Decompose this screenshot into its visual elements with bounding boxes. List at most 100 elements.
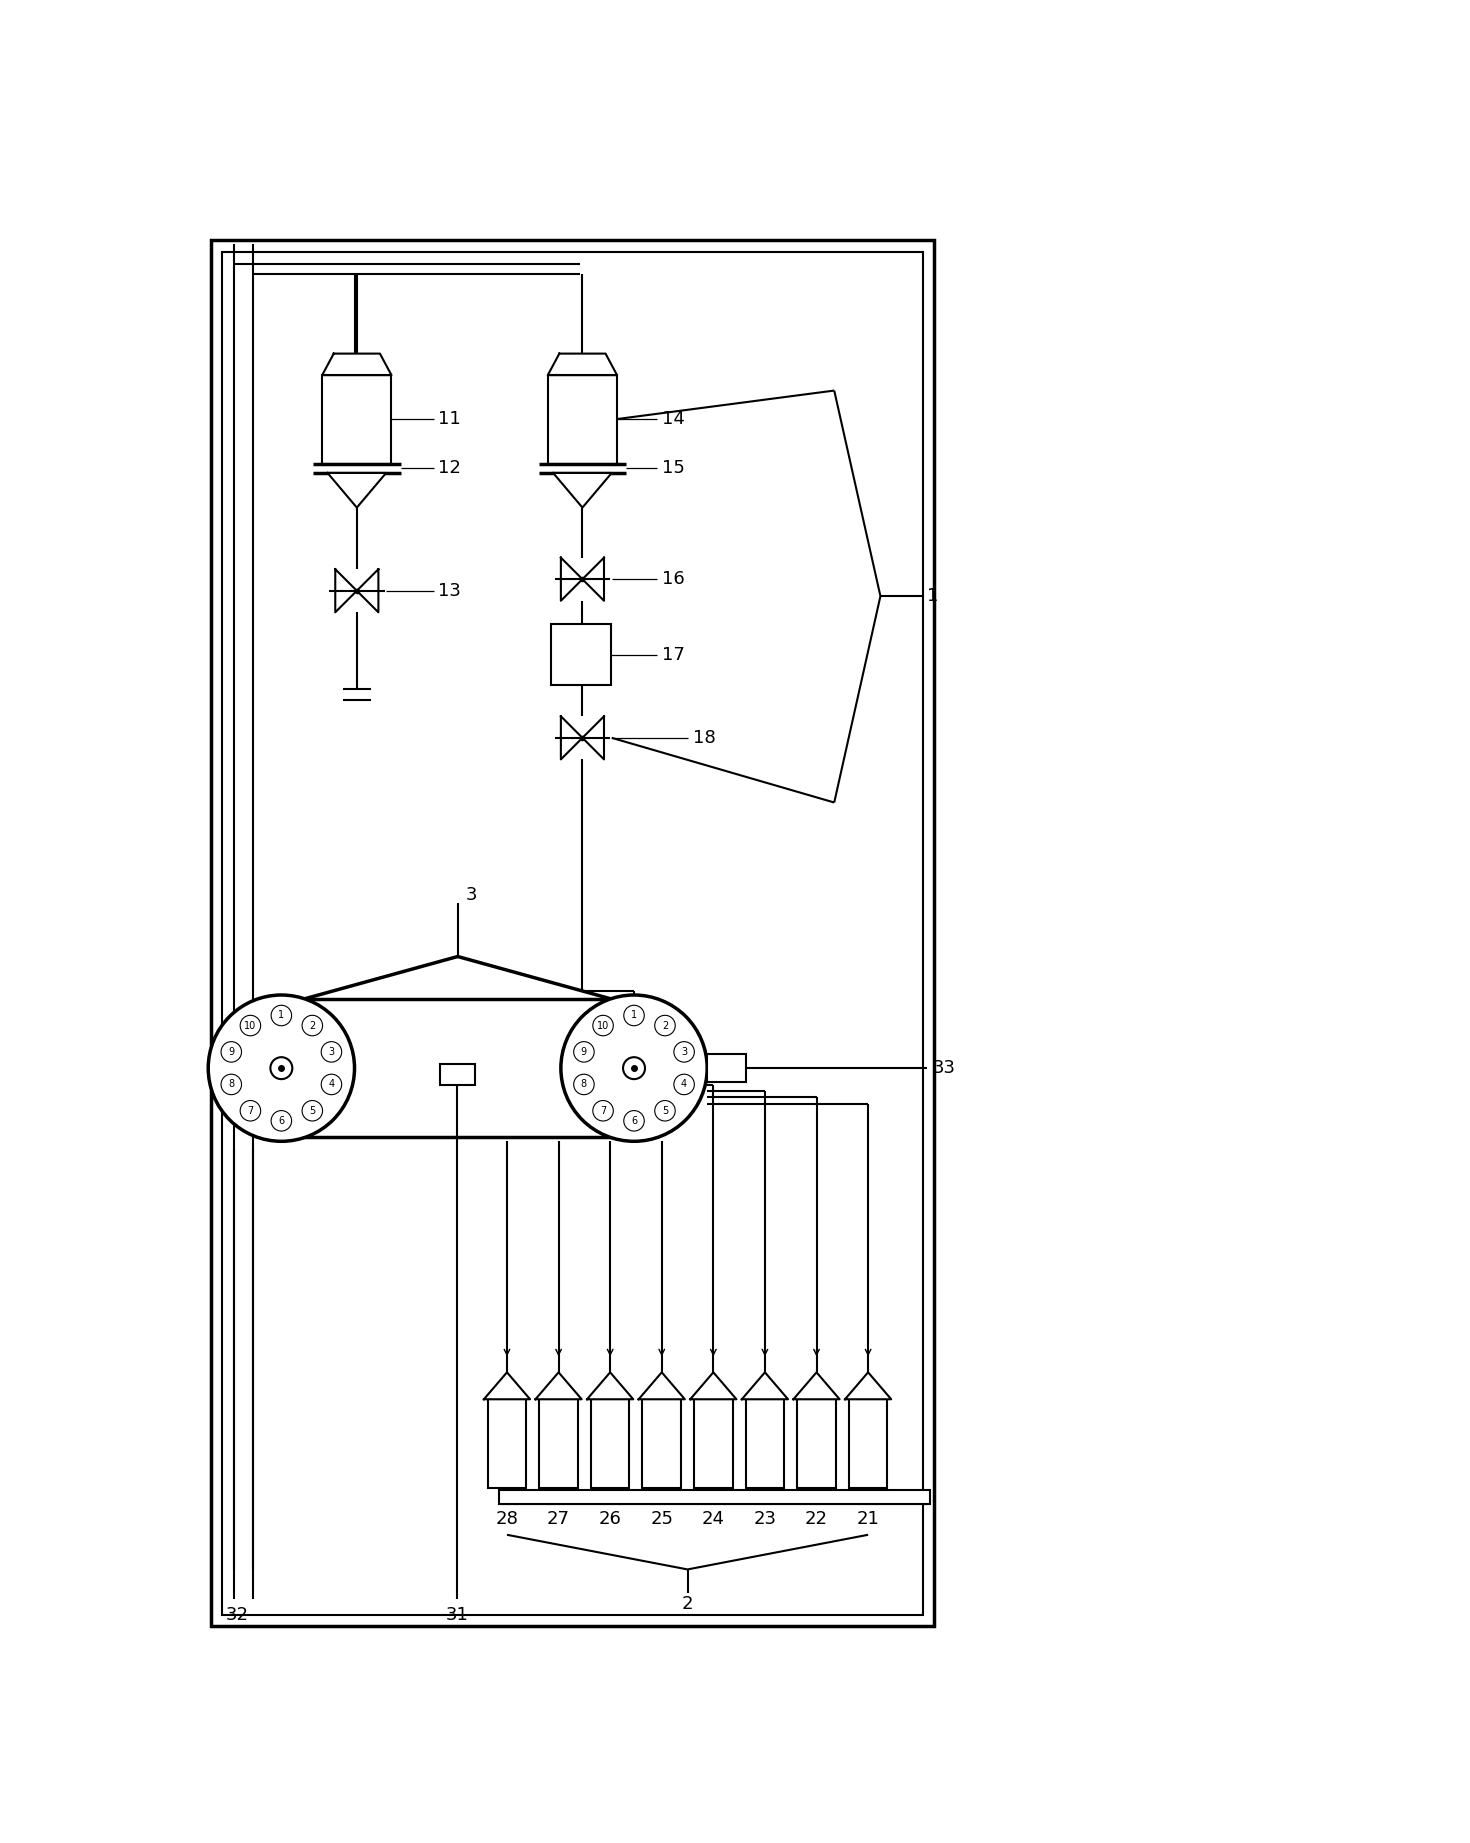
Polygon shape [742, 1373, 788, 1399]
Text: 28: 28 [495, 1511, 519, 1528]
Text: 2: 2 [662, 1021, 667, 1030]
Text: 22: 22 [806, 1511, 828, 1528]
Text: 2: 2 [682, 1594, 694, 1613]
Circle shape [322, 1041, 341, 1062]
Text: 3: 3 [328, 1047, 335, 1056]
Circle shape [240, 1015, 260, 1036]
Circle shape [270, 1058, 293, 1080]
Circle shape [270, 1111, 291, 1132]
Bar [848, 1399, 888, 1487]
Text: 2: 2 [309, 1021, 316, 1030]
Polygon shape [845, 1373, 891, 1399]
Bar [222, 252, 923, 1614]
Text: 5: 5 [309, 1106, 316, 1115]
Circle shape [322, 1074, 341, 1095]
Text: 25: 25 [650, 1511, 673, 1528]
Polygon shape [535, 1373, 582, 1399]
Text: 1: 1 [278, 1010, 284, 1021]
Bar [210, 240, 935, 1626]
Circle shape [209, 995, 354, 1141]
Text: 9: 9 [228, 1047, 234, 1056]
Circle shape [592, 1015, 613, 1036]
Text: 7: 7 [247, 1106, 253, 1115]
Text: 3: 3 [681, 1047, 686, 1056]
Polygon shape [562, 717, 582, 759]
Text: 12: 12 [438, 459, 462, 477]
Circle shape [301, 1100, 322, 1121]
Polygon shape [794, 1373, 839, 1399]
Bar [440, 1063, 475, 1086]
Circle shape [220, 1041, 241, 1062]
Bar [694, 1399, 732, 1487]
Text: 21: 21 [857, 1511, 879, 1528]
Text: 15: 15 [662, 459, 685, 477]
Circle shape [270, 1004, 291, 1027]
Polygon shape [357, 569, 378, 612]
Text: 1: 1 [631, 1010, 637, 1021]
Bar [500, 1491, 931, 1504]
Polygon shape [562, 558, 582, 601]
Text: 27: 27 [547, 1511, 570, 1528]
Circle shape [220, 1074, 241, 1095]
Polygon shape [484, 1373, 531, 1399]
Bar [488, 1399, 526, 1487]
Polygon shape [484, 1373, 531, 1399]
Text: 31: 31 [445, 1605, 469, 1624]
Text: 1: 1 [926, 588, 938, 605]
Circle shape [673, 1041, 694, 1062]
Polygon shape [328, 474, 387, 507]
Bar [797, 1399, 836, 1487]
Text: 8: 8 [581, 1080, 587, 1089]
Polygon shape [553, 474, 612, 507]
Polygon shape [742, 1373, 788, 1399]
Text: 4: 4 [681, 1080, 686, 1089]
Polygon shape [335, 569, 357, 612]
Bar [548, 376, 617, 464]
Text: 26: 26 [598, 1511, 622, 1528]
Text: 9: 9 [581, 1047, 587, 1056]
Bar [539, 1399, 578, 1487]
Polygon shape [845, 1373, 891, 1399]
Polygon shape [322, 354, 391, 376]
Circle shape [654, 1015, 675, 1036]
Polygon shape [587, 1373, 634, 1399]
Text: 3: 3 [466, 886, 476, 903]
Text: 23: 23 [754, 1511, 776, 1528]
Circle shape [654, 1100, 675, 1121]
Circle shape [623, 1058, 645, 1080]
Circle shape [301, 1015, 322, 1036]
Polygon shape [548, 354, 617, 376]
Polygon shape [535, 1373, 582, 1399]
Bar [745, 1399, 784, 1487]
Text: 8: 8 [228, 1080, 234, 1089]
Circle shape [240, 1100, 260, 1121]
Text: 13: 13 [438, 582, 462, 599]
Text: 18: 18 [692, 728, 716, 746]
Circle shape [623, 1004, 644, 1027]
Text: 17: 17 [662, 645, 685, 663]
Circle shape [573, 1041, 594, 1062]
Circle shape [573, 1074, 594, 1095]
Bar [591, 1399, 629, 1487]
Polygon shape [794, 1373, 839, 1399]
Bar [707, 1054, 745, 1082]
Polygon shape [582, 717, 604, 759]
Circle shape [592, 1100, 613, 1121]
Polygon shape [638, 1373, 685, 1399]
Polygon shape [587, 1373, 634, 1399]
Polygon shape [638, 1373, 685, 1399]
Polygon shape [582, 558, 604, 601]
Text: 6: 6 [631, 1115, 637, 1126]
Circle shape [673, 1074, 694, 1095]
Text: 5: 5 [662, 1106, 667, 1115]
Text: 11: 11 [438, 409, 462, 428]
Text: 14: 14 [662, 409, 685, 428]
Text: 6: 6 [278, 1115, 284, 1126]
Polygon shape [691, 1373, 736, 1399]
Text: 7: 7 [600, 1106, 606, 1115]
Circle shape [562, 995, 707, 1141]
Text: 10: 10 [597, 1021, 609, 1030]
Bar [551, 625, 612, 686]
Circle shape [623, 1111, 644, 1132]
Text: 16: 16 [662, 569, 685, 588]
